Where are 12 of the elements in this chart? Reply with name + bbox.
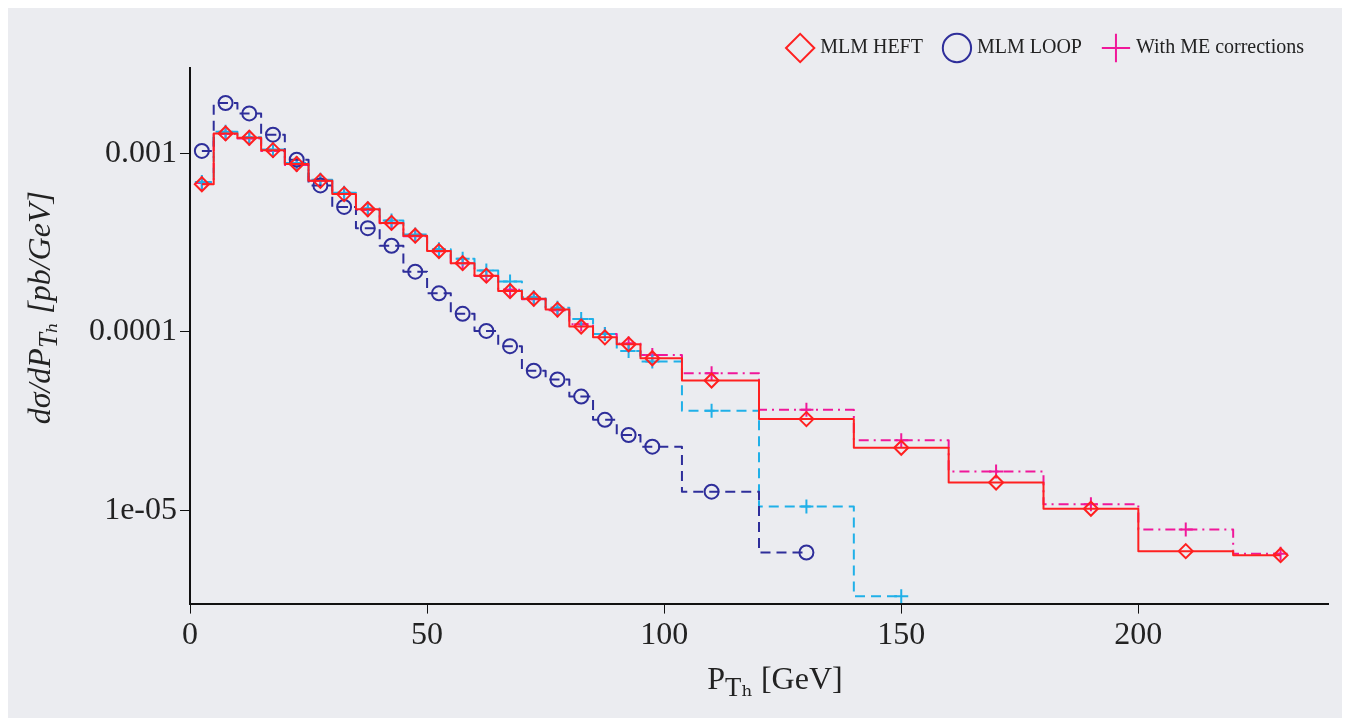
y-tick-label: 1e-05 [104, 489, 177, 526]
legend-label: MLM HEFT [820, 35, 923, 58]
y-tick-label: 0.0001 [89, 311, 177, 348]
x-tick-label: 200 [1114, 615, 1163, 652]
x-tick-label: 50 [411, 615, 444, 652]
x-tick-label: 100 [640, 615, 689, 652]
x-tick-label: 0 [182, 615, 198, 652]
legend-label: With ME corrections [1135, 35, 1305, 58]
x-tick-label: 150 [877, 615, 926, 652]
legend-label: MLM LOOP [976, 35, 1082, 58]
y-tick-label: 0.001 [105, 132, 177, 169]
x-axis-title: P$_{Tₕ}$ [GeV] [706, 660, 844, 704]
